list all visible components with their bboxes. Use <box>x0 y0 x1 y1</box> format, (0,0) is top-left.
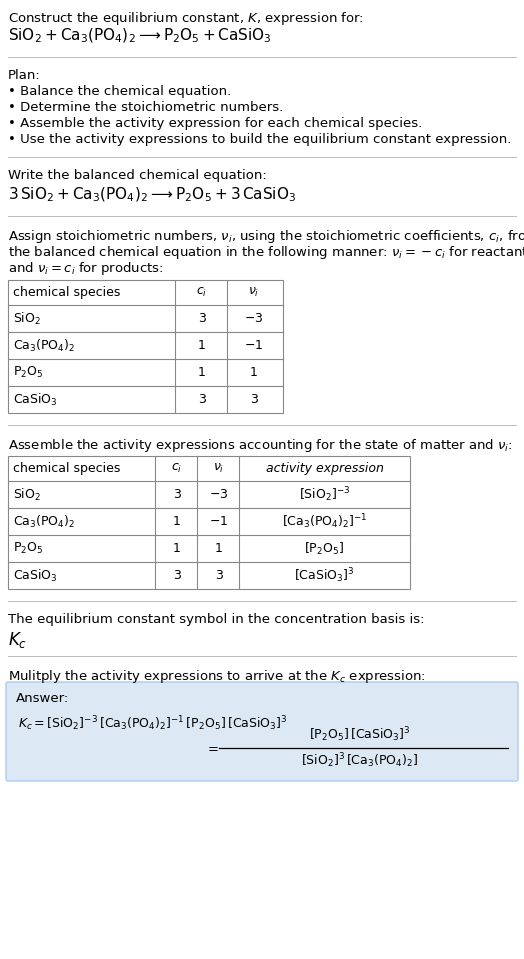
FancyBboxPatch shape <box>6 682 518 781</box>
Text: 3: 3 <box>173 488 181 501</box>
Text: $=$: $=$ <box>205 741 219 755</box>
Text: Construct the equilibrium constant, $K$, expression for:: Construct the equilibrium constant, $K$,… <box>8 10 364 27</box>
Text: 1: 1 <box>198 339 206 352</box>
Text: 1: 1 <box>250 366 258 379</box>
Text: $\mathrm{P_2O_5}$: $\mathrm{P_2O_5}$ <box>13 541 43 556</box>
Text: $\mathrm{CaSiO_3}$: $\mathrm{CaSiO_3}$ <box>13 568 58 583</box>
Text: $[\mathrm{P_2O_5}]$: $[\mathrm{P_2O_5}]$ <box>304 541 345 556</box>
Text: $[\mathrm{CaSiO_3}]^3$: $[\mathrm{CaSiO_3}]^3$ <box>294 566 355 585</box>
Text: 1: 1 <box>173 542 181 555</box>
Text: $-1$: $-1$ <box>210 515 228 528</box>
Text: Plan:: Plan: <box>8 69 41 82</box>
Text: and $\nu_i = c_i$ for products:: and $\nu_i = c_i$ for products: <box>8 260 163 277</box>
Text: 3: 3 <box>215 569 223 582</box>
Text: activity expression: activity expression <box>266 462 384 475</box>
Text: • Determine the stoichiometric numbers.: • Determine the stoichiometric numbers. <box>8 101 283 114</box>
Text: $\mathrm{SiO_2}$: $\mathrm{SiO_2}$ <box>13 486 41 503</box>
Text: Write the balanced chemical equation:: Write the balanced chemical equation: <box>8 169 267 182</box>
Text: chemical species: chemical species <box>13 462 121 475</box>
Text: Answer:: Answer: <box>16 692 69 705</box>
Text: $[\mathrm{P_2O_5}]\,[\mathrm{CaSiO_3}]^3$: $[\mathrm{P_2O_5}]\,[\mathrm{CaSiO_3}]^3… <box>309 726 411 744</box>
Text: • Use the activity expressions to build the equilibrium constant expression.: • Use the activity expressions to build … <box>8 133 511 146</box>
Text: chemical species: chemical species <box>13 286 121 299</box>
Bar <box>8 280 283 413</box>
Text: $\mathrm{CaSiO_3}$: $\mathrm{CaSiO_3}$ <box>13 391 58 408</box>
Text: $\mathrm{Ca_3(PO_4)_2}$: $\mathrm{Ca_3(PO_4)_2}$ <box>13 513 75 529</box>
Text: 1: 1 <box>198 366 206 379</box>
Text: Mulitply the activity expressions to arrive at the $K_c$ expression:: Mulitply the activity expressions to arr… <box>8 668 426 685</box>
Text: Assemble the activity expressions accounting for the state of matter and $\nu_i$: Assemble the activity expressions accoun… <box>8 437 512 454</box>
Text: The equilibrium constant symbol in the concentration basis is:: The equilibrium constant symbol in the c… <box>8 613 424 626</box>
Text: $\nu_i$: $\nu_i$ <box>213 462 225 475</box>
Text: 3: 3 <box>250 393 258 406</box>
Text: 1: 1 <box>215 542 223 555</box>
Text: 3: 3 <box>198 393 206 406</box>
Text: $-1$: $-1$ <box>244 339 264 352</box>
Text: • Assemble the activity expression for each chemical species.: • Assemble the activity expression for e… <box>8 117 422 130</box>
Text: Assign stoichiometric numbers, $\nu_i$, using the stoichiometric coefficients, $: Assign stoichiometric numbers, $\nu_i$, … <box>8 228 524 245</box>
Text: $\mathrm{3\,SiO_2 + Ca_3(PO_4)_2 \longrightarrow P_2O_5 + 3\,CaSiO_3}$: $\mathrm{3\,SiO_2 + Ca_3(PO_4)_2 \longri… <box>8 186 296 204</box>
Text: $[\mathrm{Ca_3(PO_4)_2}]^{-1}$: $[\mathrm{Ca_3(PO_4)_2}]^{-1}$ <box>282 512 367 531</box>
Text: 3: 3 <box>198 312 206 325</box>
Text: • Balance the chemical equation.: • Balance the chemical equation. <box>8 85 231 98</box>
Text: 1: 1 <box>173 515 181 528</box>
Text: $K_c = [\mathrm{SiO_2}]^{-3}\,[\mathrm{Ca_3(PO_4)_2}]^{-1}\,[\mathrm{P_2O_5}]\,[: $K_c = [\mathrm{SiO_2}]^{-3}\,[\mathrm{C… <box>18 714 288 733</box>
Bar <box>8 456 410 589</box>
Text: $\mathrm{SiO_2 + Ca_3(PO_4)_2 \longrightarrow P_2O_5 + CaSiO_3}$: $\mathrm{SiO_2 + Ca_3(PO_4)_2 \longright… <box>8 27 272 45</box>
Text: $[\mathrm{SiO_2}]^3\,[\mathrm{Ca_3(PO_4)_2}]$: $[\mathrm{SiO_2}]^3\,[\mathrm{Ca_3(PO_4)… <box>301 752 419 770</box>
Text: $K_c$: $K_c$ <box>8 630 27 650</box>
Text: $\nu_i$: $\nu_i$ <box>248 286 260 299</box>
Text: the balanced chemical equation in the following manner: $\nu_i = -c_i$ for react: the balanced chemical equation in the fo… <box>8 244 524 261</box>
Text: $c_i$: $c_i$ <box>171 462 183 475</box>
Text: $\mathrm{P_2O_5}$: $\mathrm{P_2O_5}$ <box>13 365 43 380</box>
Text: $[\mathrm{SiO_2}]^{-3}$: $[\mathrm{SiO_2}]^{-3}$ <box>299 485 350 503</box>
Text: 3: 3 <box>173 569 181 582</box>
Text: $\mathrm{SiO_2}$: $\mathrm{SiO_2}$ <box>13 311 41 327</box>
Text: $c_i$: $c_i$ <box>196 286 208 299</box>
Text: $\mathrm{Ca_3(PO_4)_2}$: $\mathrm{Ca_3(PO_4)_2}$ <box>13 338 75 354</box>
Text: $-3$: $-3$ <box>209 488 228 501</box>
Text: $-3$: $-3$ <box>244 312 264 325</box>
